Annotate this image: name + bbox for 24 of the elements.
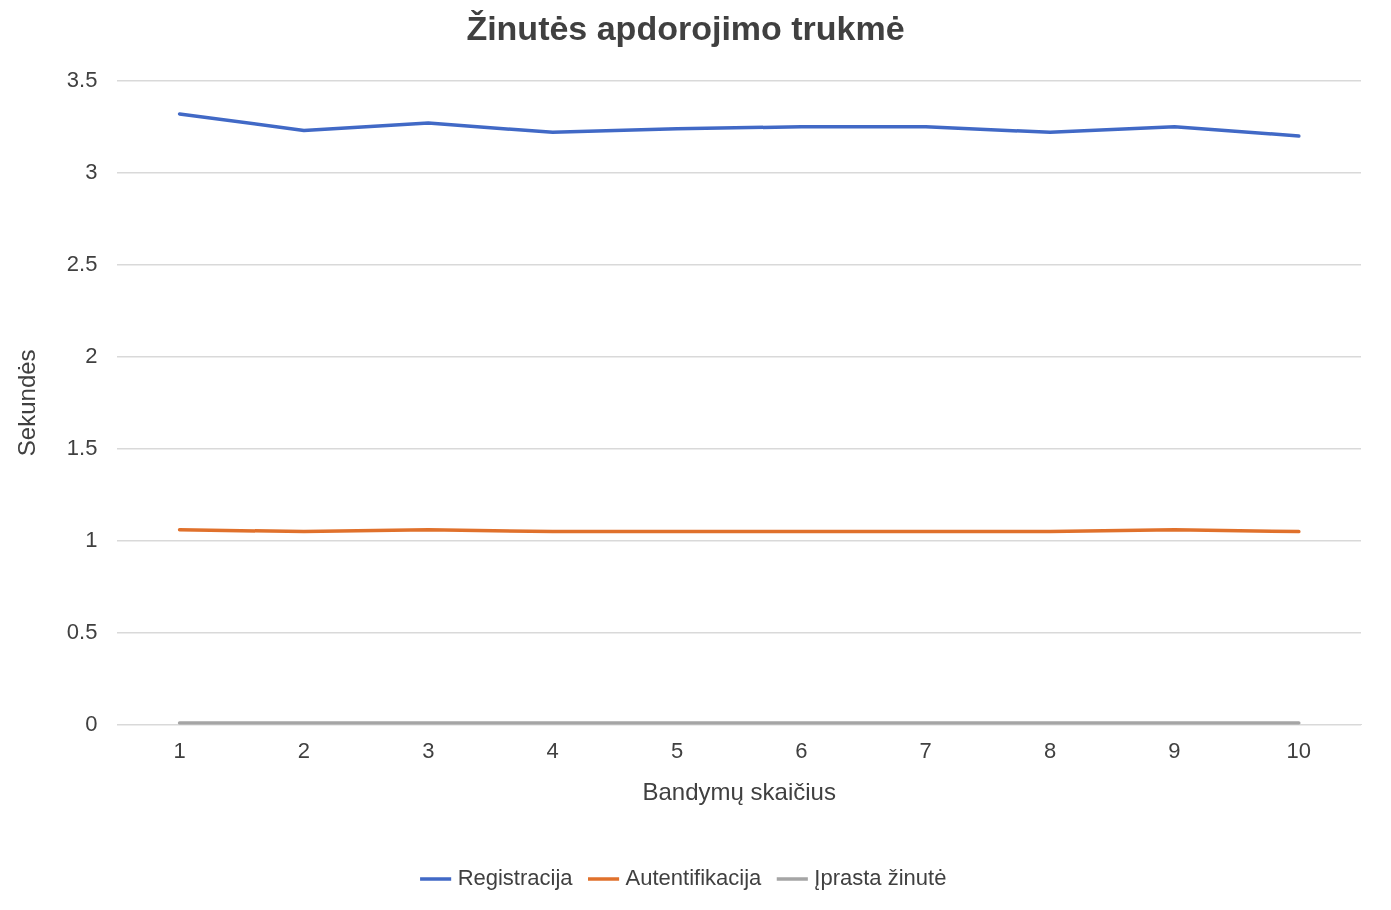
legend-label: Registracija <box>457 865 574 891</box>
y-tick-label: 1 <box>85 526 98 552</box>
y-tick-label: 3.5 <box>66 66 98 92</box>
y-tick-label: 0.5 <box>66 618 98 644</box>
y-axis-title: Sekundės <box>13 349 41 457</box>
x-tick-label: 4 <box>546 738 559 764</box>
legend-label: Autentifikacija <box>625 865 763 891</box>
x-tick-label: 2 <box>297 738 311 764</box>
y-tick-label: 1.5 <box>66 434 98 460</box>
y-tick-label: 3 <box>85 158 98 184</box>
x-tick-label: 9 <box>1168 738 1181 764</box>
x-tick-label: 8 <box>1043 738 1057 764</box>
y-tick-label: 0 <box>85 710 98 736</box>
chart-title: Žinutės apdorojimo trukmė <box>466 8 905 47</box>
x-tick-label: 7 <box>919 738 932 764</box>
x-tick-label: 6 <box>795 738 808 764</box>
y-tick-label: 2 <box>85 342 98 368</box>
x-axis-title: Bandymų skaičius <box>642 778 836 806</box>
x-tick-label: 1 <box>173 738 186 764</box>
x-tick-label: 10 <box>1286 738 1312 764</box>
legend-label: Įprasta žinutė <box>814 865 947 891</box>
y-tick-label: 2.5 <box>66 250 98 276</box>
x-tick-label: 5 <box>670 738 684 764</box>
x-tick-label: 3 <box>422 738 435 764</box>
